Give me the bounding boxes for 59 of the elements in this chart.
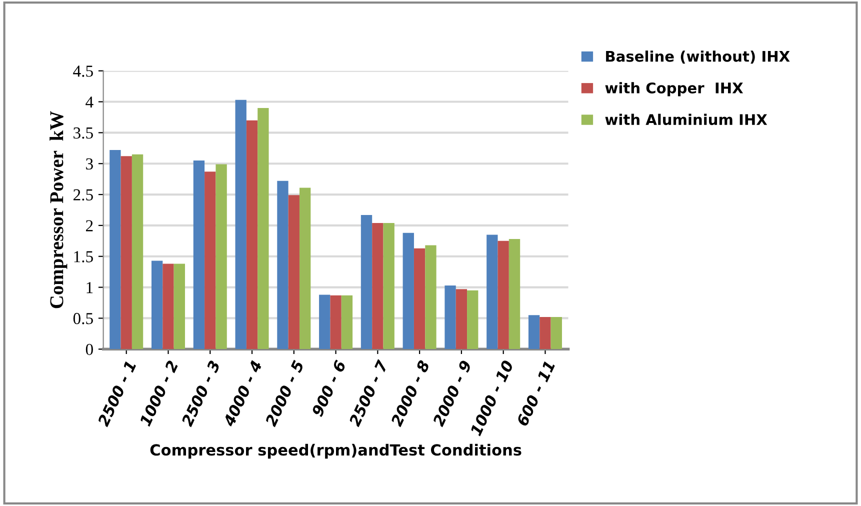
x-tick-label: 2000 - 8 — [390, 359, 430, 428]
bar — [246, 120, 258, 350]
bar — [508, 239, 520, 350]
x-tick-label: 1000 - 10 — [470, 359, 514, 436]
bar — [467, 290, 478, 350]
bar — [174, 264, 185, 350]
bar — [277, 180, 288, 350]
y-tick-label: 0.5 — [73, 312, 93, 324]
x-tick-label: 2500 - 3 — [180, 360, 220, 428]
bar — [498, 240, 509, 350]
bar — [383, 222, 394, 350]
y-tick-label: 1.5 — [74, 251, 93, 262]
bar — [550, 316, 562, 350]
y-tick-label: 4 — [86, 96, 94, 108]
bar — [444, 285, 456, 350]
bar — [235, 100, 246, 350]
y-tick-label: 0 — [86, 344, 93, 356]
legend-label: with Copper IHX — [605, 82, 744, 96]
x-tick-label: 2500 - 1 — [97, 360, 136, 428]
bar — [216, 164, 227, 350]
bar — [360, 214, 372, 350]
y-axis-title: Compressor Power kW — [50, 111, 68, 308]
bar — [330, 295, 342, 350]
bar — [414, 248, 426, 350]
bar — [425, 245, 436, 350]
bar — [288, 195, 300, 350]
bar — [319, 294, 330, 350]
x-tick-label: 1000 - 2 — [139, 360, 179, 427]
x-tick-label: 4000 - 4 — [222, 360, 262, 428]
bar — [162, 264, 174, 350]
x-tick-label: 900 - 6 — [311, 359, 346, 418]
bar — [341, 295, 353, 350]
bar — [540, 316, 551, 350]
x-tick-label: 2000 - 9 — [432, 360, 472, 428]
bar — [456, 289, 468, 350]
bar — [193, 160, 205, 350]
bar — [120, 156, 132, 350]
bar — [402, 232, 414, 350]
x-tick-label: 600 - 11 — [516, 360, 556, 427]
y-tick-label: 2 — [86, 220, 93, 232]
y-tick-label: 3.5 — [74, 127, 93, 139]
bar — [486, 234, 498, 350]
x-tick-label: 2500 - 7 — [348, 359, 388, 428]
bar — [299, 188, 311, 350]
y-tick-label: 4.5 — [73, 66, 93, 77]
bar — [372, 222, 384, 350]
legend-label: with Aluminium IHX — [605, 114, 768, 126]
bar — [258, 108, 269, 350]
x-tick-label: 2000 - 5 — [264, 360, 304, 428]
y-tick-label: 1 — [86, 282, 93, 294]
bar — [110, 150, 121, 350]
x-axis-title: Compressor speed(rpm)andTest Conditions — [150, 444, 522, 459]
y-tick-label: 3 — [86, 158, 93, 170]
bar — [204, 172, 216, 350]
legend-label: Baseline (without) IHX — [606, 50, 790, 64]
y-tick-label: 2.5 — [73, 189, 93, 201]
bar — [151, 260, 163, 350]
bar — [132, 154, 144, 350]
bar — [528, 315, 540, 350]
